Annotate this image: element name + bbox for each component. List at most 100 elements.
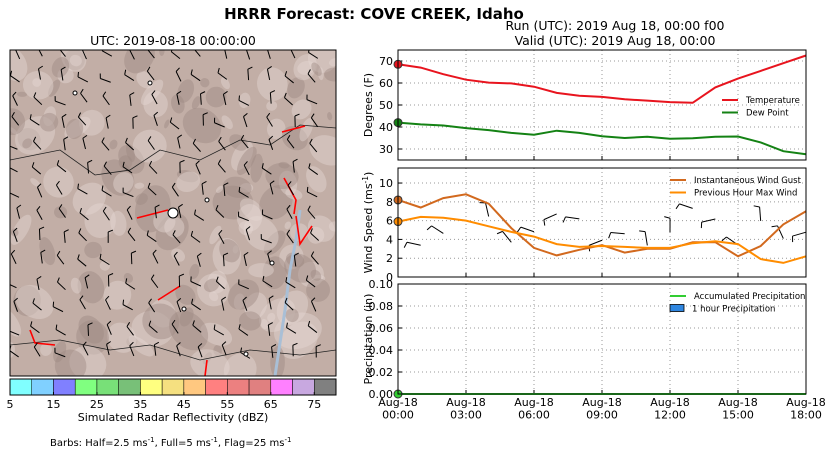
map-barb-flag: [39, 226, 45, 230]
map-barb-flag: [171, 319, 176, 325]
wind-barb: [644, 231, 648, 246]
colorbar-bin: [292, 378, 315, 396]
radar-echo: [295, 215, 313, 247]
terrain-shade: [69, 345, 107, 376]
legend-label: Previous Hour Max Wind: [694, 189, 797, 199]
map-barb-flag: [99, 253, 102, 259]
map-barb: [149, 165, 158, 174]
radar-echo: [281, 125, 306, 133]
y-tick-label: 0.08: [369, 300, 394, 313]
terrain-shade: [64, 50, 85, 71]
map-barb: [82, 345, 89, 356]
map-barb: [125, 282, 136, 290]
terrain-shade: [176, 171, 201, 193]
x-tick-label: Aug-18 00:00: [378, 396, 417, 422]
terrain-shade: [285, 308, 299, 323]
terrain-shade: [219, 239, 241, 263]
map-barb-flag: [13, 297, 18, 302]
terrain-shade: [239, 182, 254, 193]
map-barb-flag: [37, 43, 40, 47]
map-barb: [127, 231, 136, 242]
terrain-shade: [13, 285, 41, 317]
terrain-shade: [215, 185, 224, 194]
terrain-shade: [53, 341, 67, 363]
series-line: [397, 215, 807, 264]
terrain-shade: [248, 263, 274, 278]
terrain-shade: [10, 127, 18, 135]
map-barb: [10, 167, 18, 173]
map-barb: [87, 162, 90, 174]
map-barb: [271, 346, 274, 358]
map-barb-flag: [221, 341, 227, 346]
map-barb-flag: [8, 162, 9, 167]
map-barb: [238, 216, 249, 222]
wind-barb-flag: [753, 205, 760, 208]
map-barb: [148, 325, 158, 333]
colorbar-bin: [96, 378, 119, 396]
map-barb-flag: [32, 298, 35, 304]
terrain-shade: [109, 139, 118, 150]
terrain-shade: [78, 315, 104, 344]
map-barb: [310, 301, 317, 312]
map-barb: [245, 50, 251, 60]
wind-barb: [792, 231, 807, 237]
map-barb: [63, 139, 66, 151]
map-barb: [171, 51, 181, 59]
map-barb: [267, 324, 271, 336]
map-barb-flag: [177, 134, 183, 139]
map-barb-flag: [294, 113, 300, 117]
terrain-shade: [15, 284, 54, 320]
map-barb: [306, 99, 318, 105]
map-barb: [10, 192, 20, 198]
terrain-shade: [290, 223, 309, 242]
y-axis-label: Degrees (F): [362, 73, 375, 137]
panel-frame: [397, 49, 807, 161]
map-barb-flag: [286, 134, 291, 140]
colorbar-bin: [118, 378, 141, 396]
colorbar-bin: [270, 378, 293, 396]
wind-barb: [502, 231, 512, 243]
map-barb-flag: [77, 183, 80, 189]
map-barb-flag: [63, 136, 69, 140]
terrain-shade: [287, 77, 305, 99]
run-label: Run (UTC): 2019 Aug 18, 00:00 f00: [506, 18, 725, 33]
border: [10, 339, 336, 361]
map-barb-flag: [101, 137, 105, 143]
map-frame: [9, 49, 337, 377]
map-barb: [310, 232, 319, 241]
terrain-shade: [39, 112, 59, 132]
map-barb-flag: [31, 162, 35, 168]
map-barb: [154, 207, 157, 219]
map-barb-flag: [310, 251, 315, 257]
map-barb: [238, 100, 250, 106]
map-barb: [56, 164, 67, 173]
map-barb: [36, 209, 43, 221]
terrain-shade: [257, 67, 288, 101]
map-barb: [12, 95, 18, 106]
map-barb: [190, 235, 201, 243]
map-barb-flag: [106, 320, 112, 325]
radar-echo: [204, 359, 208, 376]
map-barb-flag: [268, 135, 274, 140]
terrain-shade: [51, 57, 70, 78]
map-barb: [77, 188, 88, 195]
map-barb-flag: [215, 276, 219, 282]
map-barb: [11, 116, 20, 126]
superscript: -1: [284, 436, 291, 444]
terrain-shade: [177, 79, 195, 103]
terrain-shade: [65, 118, 84, 140]
map-barb-flag: [102, 206, 107, 212]
terrain-shade: [231, 140, 254, 171]
terrain-shade: [191, 96, 201, 110]
map-barb: [79, 212, 89, 221]
terrain-shade: [284, 221, 292, 230]
map-barb: [55, 329, 66, 336]
terrain-shade: [212, 238, 242, 275]
terrain-shade: [16, 91, 28, 97]
wind-barb: [759, 206, 762, 221]
y-tick-label: 0.06: [369, 322, 394, 335]
map-barb: [285, 281, 296, 289]
map-barb: [38, 50, 43, 57]
terrain-shade: [118, 144, 145, 174]
map-barb-flag: [147, 182, 151, 188]
